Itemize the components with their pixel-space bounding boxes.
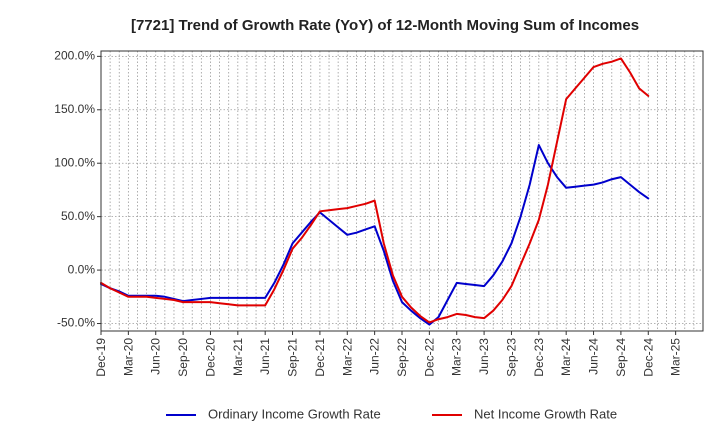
- y-axis: -50.0% 0.0% 50.0% 100.0% 150.0% 200.0%: [54, 49, 101, 330]
- x-tick-label: Sep-21: [286, 338, 300, 377]
- x-tick-label: Mar-24: [559, 338, 573, 376]
- y-tick-label: 0.0%: [68, 262, 96, 276]
- x-tick-label: Mar-20: [121, 338, 135, 376]
- y-tick-label: -50.0%: [57, 316, 95, 330]
- x-tick-label: Sep-22: [395, 338, 409, 377]
- x-tick-label: Sep-24: [614, 338, 628, 377]
- legend-label-ordinary-income: Ordinary Income Growth Rate: [208, 406, 381, 421]
- x-tick-label: Sep-23: [504, 338, 518, 377]
- x-tick-label: Dec-22: [422, 338, 436, 377]
- x-tick-label: Mar-23: [450, 338, 464, 376]
- y-tick-label: 150.0%: [54, 102, 95, 116]
- series-layer: [100, 57, 650, 326]
- x-tick-label: Jun-21: [258, 338, 272, 375]
- y-tick-label: 50.0%: [61, 209, 95, 223]
- x-tick-label: Dec-21: [313, 338, 327, 377]
- chart-title: [7721] Trend of Growth Rate (YoY) of 12-…: [131, 17, 639, 34]
- x-tick-label: Mar-21: [231, 338, 245, 376]
- x-tick-label: Dec-24: [641, 338, 655, 377]
- legend-label-net-income: Net Income Growth Rate: [474, 406, 617, 421]
- grid-layer: [101, 51, 703, 331]
- x-tick-label: Dec-20: [203, 338, 217, 377]
- x-tick-label: Jun-23: [477, 338, 491, 375]
- x-tick-label: Mar-25: [669, 338, 683, 376]
- x-tick-label: Mar-22: [340, 338, 354, 376]
- x-tick-label: Dec-23: [532, 338, 546, 377]
- series-line-net-income: [100, 57, 650, 324]
- y-tick-label: 200.0%: [54, 49, 95, 63]
- x-tick-label: Dec-19: [94, 338, 108, 377]
- y-tick-label: 100.0%: [54, 155, 95, 169]
- series-line-ordinary-income: [100, 144, 650, 326]
- x-tick-label: Jun-24: [587, 338, 601, 375]
- x-tick-label: Sep-20: [176, 338, 190, 377]
- x-tick-label: Jun-20: [149, 338, 163, 375]
- legend: Ordinary Income Growth Rate Net Income G…: [166, 406, 617, 421]
- x-tick-label: Jun-22: [368, 338, 382, 375]
- x-axis: Dec-19 Mar-20 Jun-20 Sep-20 Dec-20 Mar-21 Jun-…: [94, 331, 683, 377]
